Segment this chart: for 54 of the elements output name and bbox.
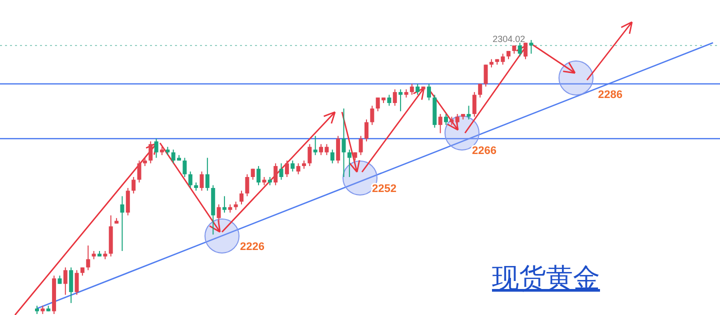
candlestick xyxy=(426,83,431,101)
candlestick xyxy=(126,187,130,216)
candlestick xyxy=(279,162,284,180)
candlestick xyxy=(455,113,460,126)
candlestick xyxy=(438,113,442,134)
candlestick xyxy=(347,149,352,178)
candlestick xyxy=(342,108,346,178)
candlestick xyxy=(308,144,312,167)
candlestick xyxy=(86,245,90,271)
candlestick xyxy=(444,113,448,126)
candlestick xyxy=(358,135,363,156)
candlestick xyxy=(466,105,471,120)
candlestick xyxy=(274,162,278,186)
candlestick xyxy=(69,266,74,304)
candlestick xyxy=(330,149,334,164)
candlestick xyxy=(364,118,368,142)
candlestick xyxy=(137,160,142,183)
candlestick xyxy=(478,83,482,98)
candlestick xyxy=(132,176,136,194)
candlestick xyxy=(284,160,289,178)
candlestick xyxy=(205,157,210,192)
candlestick xyxy=(387,94,392,106)
candlestick xyxy=(398,88,403,112)
candlestick xyxy=(518,42,522,57)
annotation: 2286 xyxy=(598,89,622,101)
text: 现货黄金 xyxy=(492,263,600,294)
candlestick xyxy=(200,171,204,192)
candlestick xyxy=(370,105,374,126)
candlestick xyxy=(216,204,221,224)
candlestick xyxy=(472,92,476,118)
candlestick xyxy=(290,160,295,172)
candlestick xyxy=(313,135,318,156)
candlestick xyxy=(245,174,250,197)
candlestick xyxy=(529,40,534,54)
annotation: 2304.02 xyxy=(492,34,526,44)
candlestick xyxy=(500,53,505,66)
annotation: 2266 xyxy=(472,145,496,157)
candlestick xyxy=(392,88,397,106)
candlestick xyxy=(416,83,420,96)
candlestick xyxy=(336,135,340,164)
candlestick xyxy=(484,64,488,88)
candlestick xyxy=(120,196,124,252)
candlestick xyxy=(256,166,261,186)
candlestick xyxy=(188,171,192,188)
candlestick xyxy=(148,140,153,164)
annotation: 2252 xyxy=(372,183,396,195)
candlestick xyxy=(63,266,68,296)
candlestick xyxy=(182,157,187,178)
candlestick xyxy=(74,270,79,296)
candlestick xyxy=(296,162,300,175)
candlestick xyxy=(240,190,244,205)
annotation: 2226 xyxy=(240,241,264,253)
candlestick xyxy=(222,196,226,214)
candlestick xyxy=(410,83,414,96)
